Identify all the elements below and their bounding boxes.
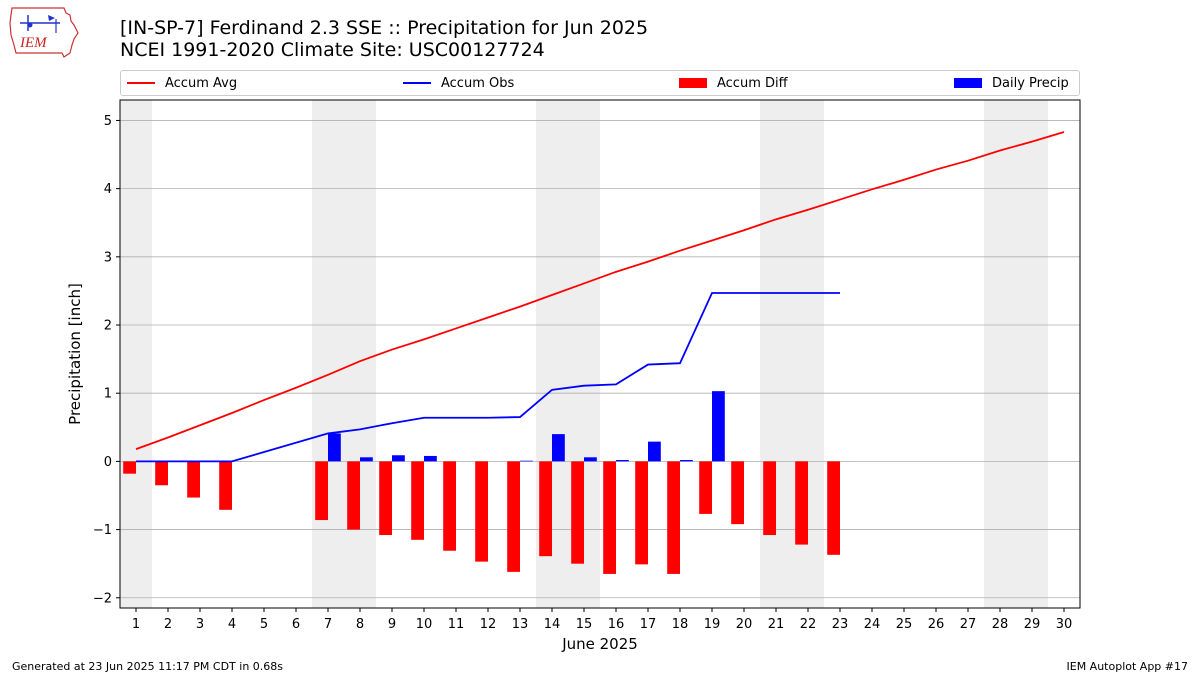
x-tick-label: 20	[736, 617, 753, 632]
x-tick-label: 12	[480, 617, 497, 632]
accum-diff-bar	[731, 461, 744, 525]
x-tick-label: 4	[228, 617, 236, 632]
accum-diff-bar	[603, 461, 616, 574]
legend-swatch	[403, 82, 431, 84]
y-tick-label: 5	[104, 114, 112, 129]
accum-diff-bar	[827, 461, 840, 555]
x-tick-label: 3	[196, 617, 204, 632]
daily-precip-bar	[712, 391, 725, 462]
x-tick-label: 15	[576, 617, 593, 632]
legend-item-accum-avg: Accum Avg	[127, 71, 237, 95]
x-tick-label: 10	[416, 617, 433, 632]
daily-precip-bar	[328, 433, 341, 462]
x-tick-label: 22	[800, 617, 817, 632]
accum-diff-bar	[571, 461, 584, 564]
accum-diff-bar	[379, 461, 392, 536]
y-tick-label: 3	[104, 250, 112, 265]
legend-item-daily-precip: Daily Precip	[954, 71, 1069, 95]
daily-precip-bar	[520, 460, 533, 462]
legend-item-accum-obs: Accum Obs	[403, 71, 514, 95]
daily-precip-bar	[680, 460, 693, 462]
x-tick-label: 29	[1024, 617, 1041, 632]
x-tick-label: 23	[832, 617, 849, 632]
daily-precip-bar	[552, 434, 565, 462]
accum-avg-line	[135, 131, 1065, 450]
accum-diff-bar	[635, 461, 648, 565]
legend-swatch	[127, 82, 155, 84]
accum-obs-line	[136, 292, 840, 463]
x-tick-label: 26	[928, 617, 945, 632]
x-tick-label: 11	[448, 617, 465, 632]
x-tick-label: 25	[896, 617, 913, 632]
x-tick-label: 14	[544, 617, 561, 632]
daily-precip-bar	[616, 460, 629, 462]
x-tick-label: 19	[704, 617, 721, 632]
x-tick-label: 2	[164, 617, 172, 632]
accum-diff-bar	[475, 461, 488, 562]
y-tick-label: −2	[93, 591, 112, 606]
x-axis-label: June 2025	[561, 635, 638, 653]
daily-precip-bar	[392, 455, 405, 462]
x-tick-label: 6	[292, 617, 300, 632]
y-tick-label: 2	[104, 319, 112, 334]
x-tick-label: 27	[960, 617, 977, 632]
daily-precip-bar	[424, 455, 437, 462]
x-tick-label: 30	[1056, 617, 1073, 632]
accum-diff-bar	[155, 461, 168, 486]
y-axis-label: Precipitation [inch]	[66, 283, 84, 425]
y-tick-label: 0	[104, 455, 112, 470]
accum-diff-bar	[699, 461, 712, 514]
x-tick-label: 9	[388, 617, 396, 632]
accum-diff-bar	[219, 461, 232, 510]
x-tick-label: 24	[864, 617, 881, 632]
y-tick-label: 1	[104, 387, 112, 402]
logo-text: IEM	[19, 35, 48, 51]
accum-diff-bar	[347, 461, 360, 530]
y-tick-label: 4	[104, 182, 112, 197]
accum-diff-bar	[763, 461, 776, 536]
chart-title: [IN-SP-7] Ferdinand 2.3 SSE :: Precipita…	[120, 17, 649, 39]
accum-diff-bar	[315, 461, 328, 521]
legend-swatch	[679, 78, 707, 88]
x-tick-label: 21	[768, 617, 785, 632]
plot-frame	[119, 99, 1081, 609]
app-footer: IEM Autoplot App #17	[1066, 660, 1189, 673]
accum-diff-bar	[123, 461, 136, 474]
accum-diff-bar	[507, 461, 520, 572]
daily-precip-bar	[360, 457, 373, 462]
x-tick-label: 16	[608, 617, 625, 632]
accum-diff-bar	[411, 461, 424, 540]
accum-diff-bar	[187, 461, 200, 498]
x-tick-label: 5	[260, 617, 268, 632]
weekend-shade	[120, 100, 152, 608]
x-tick-label: 28	[992, 617, 1009, 632]
accum-diff-bar	[667, 461, 680, 574]
iem-logo: IEM	[8, 5, 80, 59]
x-tick-label: 1	[132, 617, 140, 632]
generated-footer: Generated at 23 Jun 2025 11:17 PM CDT in…	[12, 660, 284, 673]
x-tick-label: 17	[640, 617, 657, 632]
accum-diff-bar	[795, 461, 808, 545]
legend-label: Accum Avg	[165, 75, 238, 91]
x-tick-label: 18	[672, 617, 689, 632]
legend-item-accum-diff: Accum Diff	[679, 71, 788, 95]
chart-subtitle: NCEI 1991-2020 Climate Site: USC00127724	[120, 39, 545, 61]
weekend-shade	[984, 100, 1048, 608]
legend-label: Daily Precip	[992, 75, 1069, 91]
x-tick-label: 8	[356, 617, 364, 632]
x-tick-label: 7	[324, 617, 332, 632]
legend-swatch	[954, 78, 982, 88]
y-tick-label: −1	[93, 523, 112, 538]
accum-diff-bar	[539, 461, 552, 557]
legend-label: Accum Diff	[717, 75, 788, 91]
chart-legend: Accum Avg Accum Obs Accum Diff Daily Pre…	[120, 70, 1080, 96]
daily-precip-bar	[648, 441, 661, 462]
daily-precip-bar	[584, 457, 597, 462]
legend-label: Accum Obs	[441, 75, 515, 91]
x-tick-label: 13	[512, 617, 529, 632]
accum-diff-bar	[443, 461, 456, 551]
weekend-shade	[312, 100, 376, 608]
